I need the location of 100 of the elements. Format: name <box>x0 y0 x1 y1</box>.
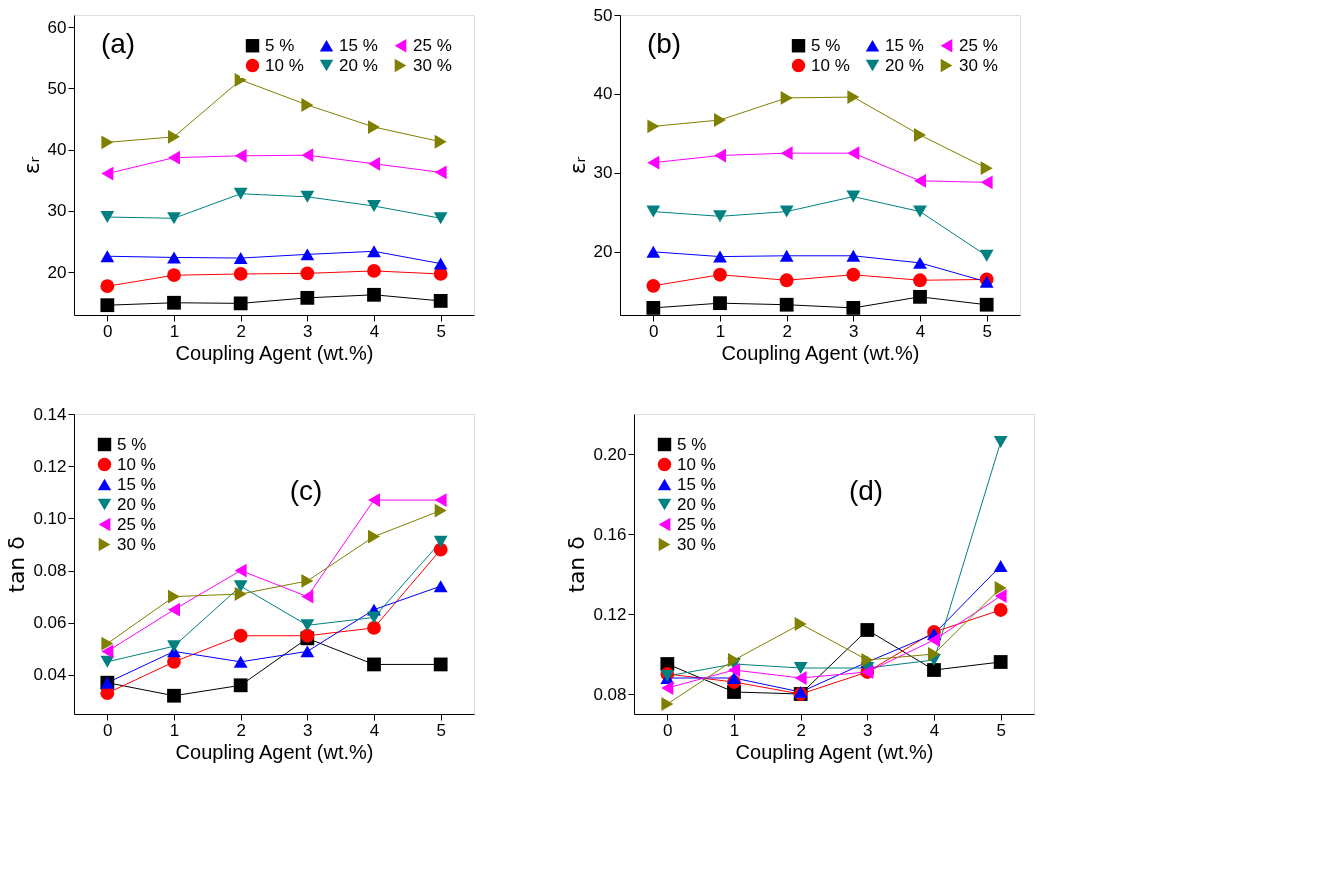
point <box>367 287 381 302</box>
annotation: (c) <box>289 475 323 506</box>
annotation: (a) <box>100 28 136 59</box>
legend-label: 20 % <box>117 494 156 514</box>
point <box>928 633 940 647</box>
y-tick-label: 30 <box>593 163 613 183</box>
point <box>301 589 314 604</box>
point <box>433 257 448 270</box>
y-tick-label: 0.20 <box>593 444 627 464</box>
point <box>234 148 247 163</box>
point <box>913 256 927 269</box>
point <box>993 603 1008 617</box>
point <box>167 212 181 225</box>
point <box>728 653 740 667</box>
legend-label: 30 % <box>413 55 452 75</box>
point <box>713 296 727 311</box>
point <box>646 278 661 293</box>
point <box>846 249 861 262</box>
point <box>233 296 248 311</box>
x-tick-label: 5 <box>996 720 1006 740</box>
legend-label: 30 % <box>959 55 998 75</box>
y-tick-label: 20 <box>593 242 613 262</box>
x-tick-label: 2 <box>236 720 246 740</box>
point <box>367 657 381 672</box>
point <box>101 636 114 651</box>
x-axis-title: Coupling Agent (wt.%) <box>175 740 374 763</box>
point <box>101 644 114 659</box>
x-axis-title: Coupling Agent (wt.%) <box>721 341 920 364</box>
x-tick-label: 2 <box>796 720 806 740</box>
legend-label: 20 % <box>339 55 378 75</box>
point <box>167 688 181 703</box>
x-tick-label: 0 <box>103 321 113 341</box>
point <box>913 273 927 288</box>
point <box>661 697 674 711</box>
legend-label: 15 % <box>339 35 378 55</box>
legend-label: 10 % <box>117 454 156 474</box>
point <box>779 297 794 312</box>
legend-label: 5 % <box>117 434 147 454</box>
y-axis-title: tan δ <box>564 536 590 593</box>
point <box>928 647 940 661</box>
point <box>434 493 447 507</box>
x-tick-label: 4 <box>929 720 940 740</box>
x-tick-label: 0 <box>103 720 113 740</box>
point <box>914 173 926 188</box>
point <box>367 245 381 258</box>
point <box>913 205 927 218</box>
x-tick-label: 4 <box>369 720 380 740</box>
x-tick-label: 5 <box>982 321 992 341</box>
x-axis-title: Coupling Agent (wt.%) <box>175 341 374 364</box>
legend-label: 5 % <box>811 35 841 55</box>
point <box>300 645 315 658</box>
point <box>300 290 315 305</box>
legend-label: 10 % <box>265 55 304 75</box>
point <box>794 671 807 685</box>
point <box>434 503 447 518</box>
point <box>980 175 993 190</box>
point <box>301 98 314 112</box>
point <box>233 267 248 281</box>
point <box>234 563 247 578</box>
x-tick-label: 3 <box>849 321 859 341</box>
y-axis-title: εᵣ <box>564 156 590 175</box>
point <box>993 436 1008 448</box>
x-tick-label: 5 <box>436 321 446 341</box>
point <box>714 148 726 163</box>
point <box>233 187 248 200</box>
legend-label: 20 % <box>885 55 924 75</box>
point <box>779 205 794 218</box>
point <box>994 581 1007 595</box>
point <box>434 165 447 180</box>
x-tick-label: 5 <box>436 720 446 740</box>
point <box>168 602 180 617</box>
point <box>914 128 926 142</box>
x-tick-label: 3 <box>863 720 873 740</box>
point <box>647 119 660 134</box>
y-tick-label: 40 <box>47 140 67 160</box>
point <box>646 245 661 258</box>
legend-label: 25 % <box>959 35 998 55</box>
x-tick-label: 0 <box>663 720 673 740</box>
point <box>779 273 794 288</box>
point <box>233 678 248 693</box>
point <box>168 150 180 165</box>
annotation: (d) <box>848 475 884 506</box>
point <box>728 663 740 677</box>
point <box>727 672 741 684</box>
point <box>233 580 248 593</box>
legend-label: 5 % <box>265 35 295 55</box>
point <box>101 166 114 181</box>
point <box>367 200 381 212</box>
point <box>100 298 115 313</box>
point <box>301 148 314 163</box>
legend-label: 30 % <box>117 534 156 554</box>
point <box>433 535 448 548</box>
x-tick-label: 1 <box>729 720 740 740</box>
legend-label: 15 % <box>117 474 156 494</box>
y-tick-label: 40 <box>593 84 613 104</box>
point <box>661 681 674 695</box>
x-axis-title: Coupling Agent (wt.%) <box>735 740 934 763</box>
point <box>713 250 727 263</box>
y-tick-label: 20 <box>47 262 67 282</box>
point <box>368 120 380 134</box>
